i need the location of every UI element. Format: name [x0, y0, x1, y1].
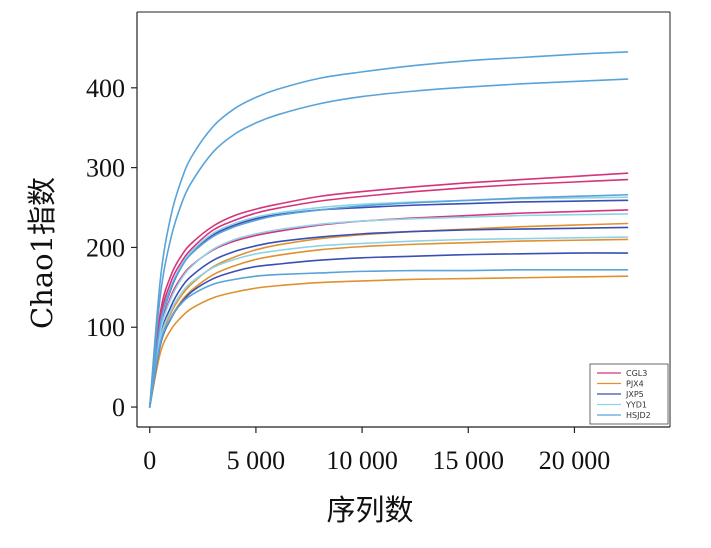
series-line-jxp5	[148, 252, 629, 408]
y-axis-ticks: 0 100 200 300 400	[86, 74, 137, 422]
legend-label-cgl3: CGL3	[626, 369, 647, 378]
y-tick-label: 400	[86, 74, 125, 103]
x-axis-ticks: 0 5 000 10 000 15 000 20 000	[143, 427, 610, 475]
series-line-yyd1	[148, 213, 629, 408]
series-line-hsjd2	[148, 193, 629, 408]
series-line-yyd1	[148, 236, 629, 408]
y-tick-label: 300	[86, 154, 125, 183]
x-tick-label: 15 000	[433, 446, 505, 475]
x-tick-label: 5 000	[227, 446, 286, 475]
plot-area	[136, 11, 671, 428]
series-line-cgl3	[148, 209, 629, 408]
series-line-hsjd2	[148, 268, 629, 408]
x-axis-title: 序列数	[326, 493, 413, 527]
series-line-hsjd2	[148, 78, 629, 408]
y-tick-label: 100	[86, 313, 125, 342]
legend-label-yyd1: YYD1	[625, 401, 647, 410]
series-lines	[148, 51, 629, 408]
x-tick-label: 20 000	[539, 446, 611, 475]
x-tick-label: 10 000	[326, 446, 398, 475]
series-line-pjx4	[148, 222, 629, 408]
y-axis-title: Chao1指数	[25, 177, 59, 329]
legend-label-hsjd2: HSJD2	[626, 411, 651, 420]
legend-label-jxp5: JXP5	[625, 390, 644, 399]
y-tick-label: 200	[86, 233, 125, 262]
series-line-jxp5	[148, 226, 629, 408]
series-line-cgl3	[148, 178, 629, 408]
series-line-cgl3	[148, 172, 629, 408]
series-line-hsjd2	[148, 51, 629, 408]
legend-label-pjx4: PJX4	[626, 380, 644, 389]
x-tick-label: 0	[143, 446, 156, 475]
y-tick-label: 0	[112, 393, 125, 422]
series-line-pjx4	[148, 275, 629, 408]
